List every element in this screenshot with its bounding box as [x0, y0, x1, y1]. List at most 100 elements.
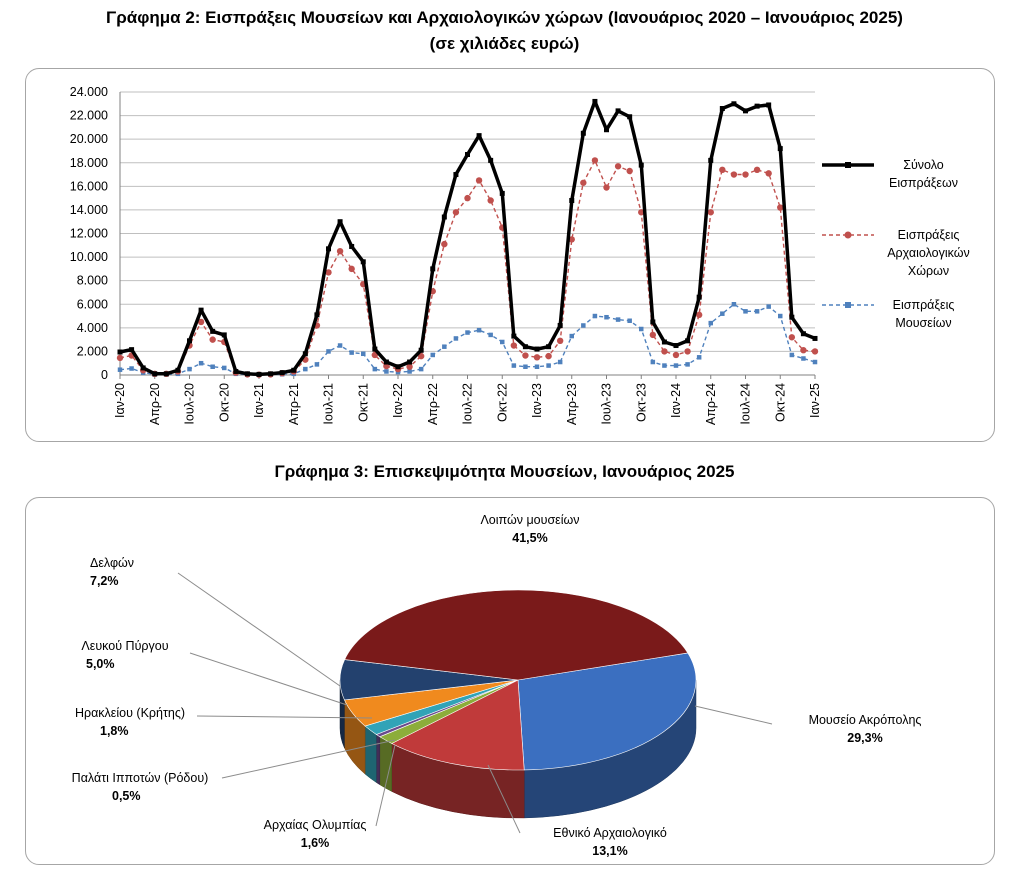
point-sites [707, 209, 714, 216]
point-total [291, 367, 297, 373]
point-museums [314, 362, 320, 367]
pie-label-delphi-value: 7,2% [90, 574, 119, 588]
point-total [719, 106, 725, 112]
x-tick-label: Απρ-24 [704, 383, 718, 425]
point-sites [765, 170, 772, 177]
point-sites [695, 311, 703, 319]
legend-label-sites-1: Εισπράξεις [897, 228, 960, 242]
x-tick-label: Απρ-23 [565, 383, 579, 425]
point-total [129, 347, 135, 353]
point-sites [661, 348, 668, 355]
y-tick-label: 20.000 [70, 132, 108, 146]
point-museums [569, 333, 574, 339]
point-total [534, 346, 540, 352]
point-sites [684, 348, 691, 355]
point-total [233, 368, 239, 374]
pie-label-acropolis-name: Μουσείο Ακρόπολης [808, 713, 922, 727]
point-museums [801, 356, 806, 361]
legend-label-museums-1: Εισπράξεις [892, 298, 955, 312]
point-sites [556, 337, 564, 345]
point-museums [743, 309, 748, 314]
point-sites [464, 194, 471, 202]
point-museums [627, 318, 632, 324]
x-tick-label: Ιαν-24 [669, 383, 683, 418]
point-museums [673, 363, 679, 368]
point-sites [719, 166, 726, 174]
y-tick-label: 16.000 [70, 179, 108, 193]
pie-leader-line [694, 705, 773, 725]
point-museums [662, 363, 667, 368]
point-total [777, 146, 783, 152]
x-tick-label: Οκτ-23 [634, 383, 648, 422]
point-total [488, 157, 494, 163]
x-tick-label: Απρ-20 [148, 383, 162, 425]
legend-label-museums-2: Μουσείων [895, 316, 952, 330]
point-sites [406, 363, 413, 370]
y-tick-label: 8.000 [77, 274, 108, 288]
point-museums [708, 320, 713, 326]
pie-label-rhodes-name: Παλάτι Ιπποτών (Ρόδου) [71, 771, 209, 785]
pie-label-national-name: Εθνικό Αρχαιολογικό [553, 826, 667, 840]
pie-label-delphi-name: Δελφών [90, 556, 135, 570]
point-museums [731, 302, 737, 307]
point-museums [696, 355, 702, 360]
pie-label-olympia: Αρχαίας Ολυμπίας 1,6% [245, 816, 385, 852]
legend-swatch-sites [822, 231, 874, 239]
point-sites [753, 166, 761, 174]
x-tick-label: Οκτ-21 [356, 383, 370, 422]
point-museums [303, 366, 308, 372]
point-museums [361, 351, 366, 357]
pie-label-heraklion-name: Ηρακλείου (Κρήτης) [74, 706, 186, 720]
point-total [754, 103, 760, 109]
point-museums [129, 366, 134, 371]
point-total [163, 371, 169, 377]
y-tick-label: 2.000 [77, 344, 108, 358]
point-museums [337, 343, 343, 348]
point-sites [510, 342, 518, 349]
point-total [731, 101, 737, 107]
point-museums [615, 317, 621, 322]
point-sites [487, 197, 494, 204]
pie-slice-side [364, 725, 377, 783]
point-museums [198, 360, 204, 366]
point-total [580, 130, 586, 136]
y-tick-label: 0 [101, 368, 108, 382]
point-total [372, 346, 378, 352]
point-museums [465, 330, 470, 335]
point-total [569, 197, 575, 203]
point-museums [789, 352, 795, 358]
y-tick-label: 18.000 [70, 156, 108, 170]
point-total [279, 370, 285, 376]
legend-label-total-1: Σύνολο [903, 158, 944, 172]
chart2-title: Γράφημα 2: Εισπράξεις Μουσείων και Αρχαι… [106, 8, 903, 27]
legend-swatch-total [822, 162, 874, 168]
point-total [383, 359, 389, 365]
pie-slice [344, 589, 689, 681]
pie-label-others: Λοιπών μουσείων 41,5% [450, 511, 610, 547]
point-museums [476, 327, 482, 333]
point-sites [383, 362, 390, 370]
pie-leader-line [375, 744, 396, 827]
point-museums [639, 326, 644, 332]
point-total [604, 127, 609, 133]
point-total [221, 332, 227, 338]
x-tick-label: Ιαν-25 [808, 383, 822, 418]
point-museums [592, 313, 598, 319]
pie-slice [517, 652, 697, 771]
point-sites [116, 354, 124, 362]
x-tick-label: Οκτ-24 [773, 383, 787, 422]
point-total [152, 371, 158, 377]
pie-top [339, 589, 697, 771]
x-tick-label: Ιαν-20 [113, 383, 127, 418]
point-sites [626, 167, 633, 175]
pie-label-olympia-name: Αρχαίας Ολυμπίας [263, 818, 367, 832]
point-sites [811, 348, 819, 355]
point-sites [475, 177, 483, 184]
point-museums [442, 344, 447, 349]
point-sites [603, 184, 610, 191]
point-total [430, 266, 436, 272]
point-total [418, 347, 424, 353]
point-total [499, 190, 505, 196]
point-total [557, 322, 563, 328]
point-total [314, 312, 320, 318]
